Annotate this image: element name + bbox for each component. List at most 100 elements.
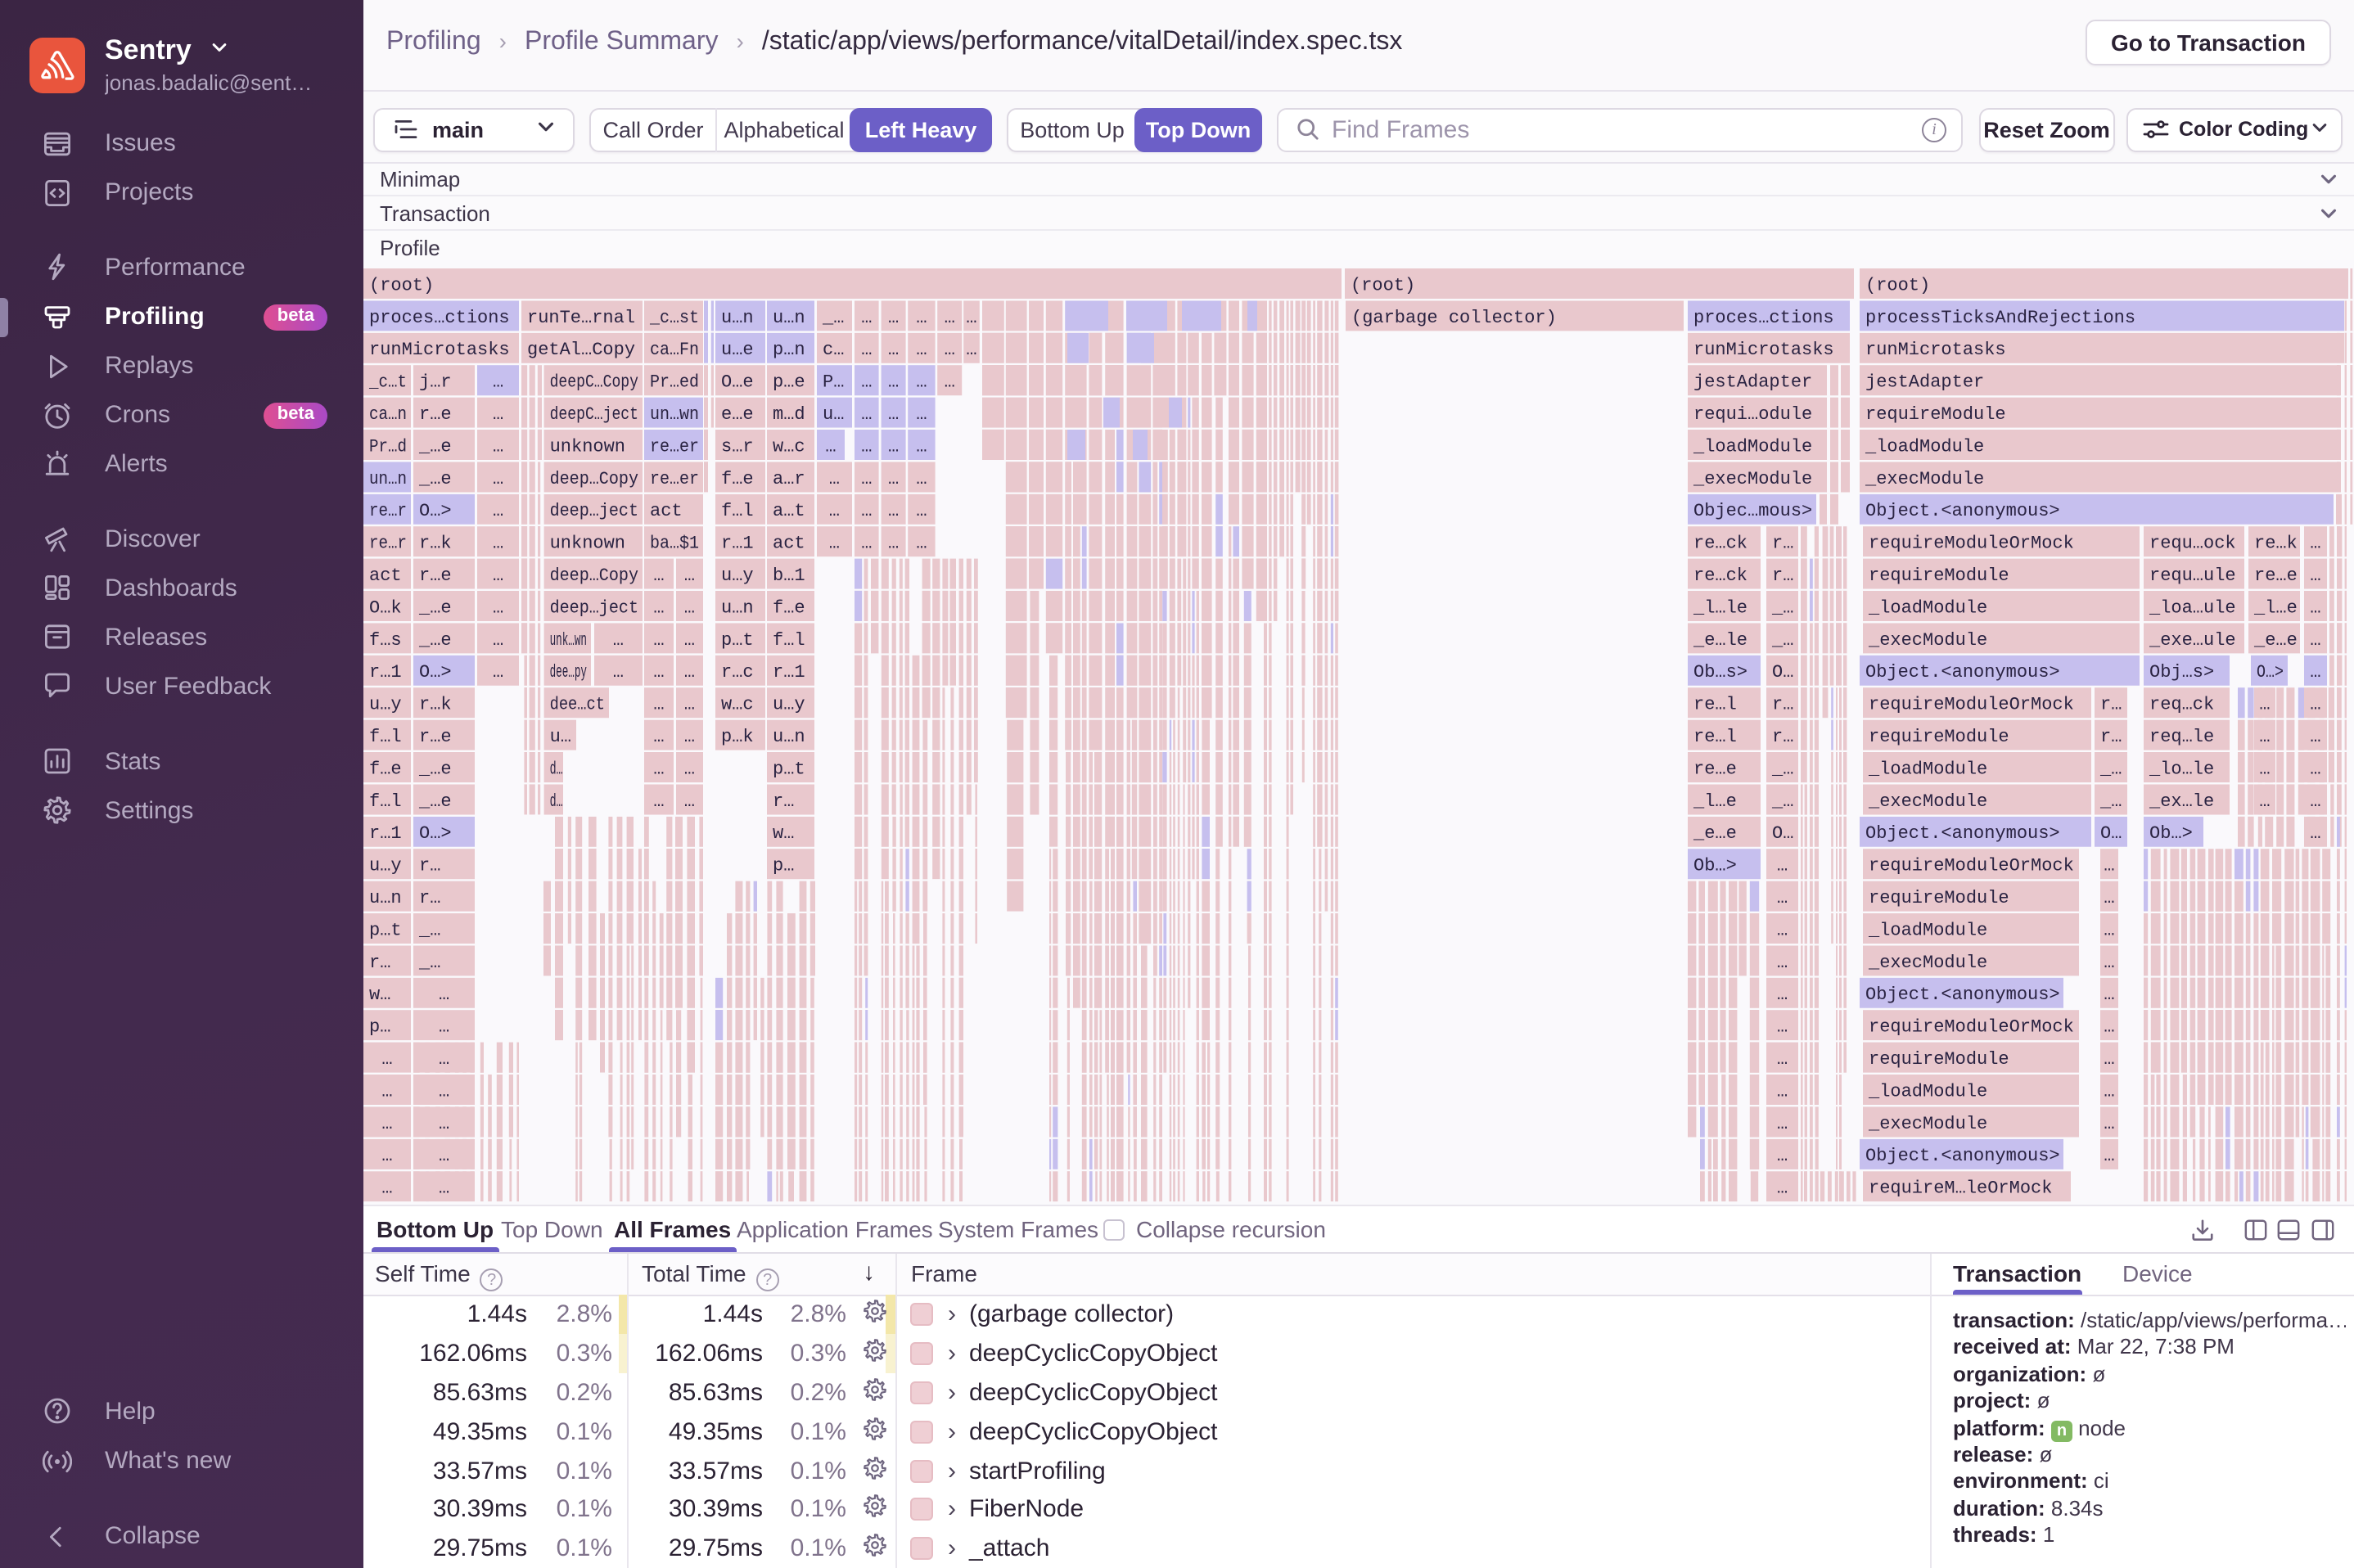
svg-text:p…: p…: [369, 1017, 390, 1038]
svg-text:un…n: un…n: [369, 469, 407, 489]
svg-text:…: …: [493, 597, 503, 618]
svg-text:r…e: r…e: [419, 727, 452, 747]
svg-text:…: …: [439, 1017, 449, 1038]
svg-text:r…c: r…c: [721, 662, 754, 683]
svg-text:re…er: re…er: [650, 436, 699, 457]
svg-text:…: …: [2259, 759, 2270, 779]
svg-text:…: …: [1777, 1049, 1788, 1070]
svg-text:…: …: [888, 534, 899, 554]
svg-text:_execModule: _execModule: [1868, 1114, 1987, 1134]
svg-text:…: …: [381, 1114, 392, 1134]
svg-text:re…r: re…r: [369, 501, 407, 521]
svg-text:…: …: [829, 501, 840, 521]
svg-text:f…l: f…l: [773, 630, 805, 651]
svg-text:…: …: [439, 1146, 449, 1166]
svg-text:runMicrotasks: runMicrotasks: [1865, 340, 2006, 360]
svg-text:requireModuleOrMock: requireModuleOrMock: [1869, 856, 2074, 876]
svg-text:_…e: _…e: [418, 759, 452, 779]
svg-text:r…: r…: [773, 791, 794, 812]
svg-text:j…r: j…r: [419, 372, 452, 393]
svg-text:…: …: [2310, 662, 2320, 683]
svg-text:O…e: O…e: [721, 372, 754, 393]
svg-text:requireModule: requireModule: [1869, 727, 2009, 747]
svg-text:u…y: u…y: [721, 565, 754, 586]
svg-text:deep…Copy: deep…Copy: [550, 565, 638, 586]
svg-text:…: …: [493, 630, 503, 651]
svg-text:Ob…>: Ob…>: [1693, 856, 1737, 876]
svg-text:_execModule: _execModule: [1868, 791, 1987, 812]
svg-text:_loadModule: _loadModule: [1865, 436, 1984, 457]
svg-text:_loadModule: _loadModule: [1693, 436, 1812, 457]
svg-text:r…k: r…k: [419, 534, 452, 554]
svg-text:…: …: [861, 436, 872, 457]
svg-text:…: …: [2104, 920, 2114, 940]
svg-text:processTicksAndRejections: processTicksAndRejections: [1865, 308, 2135, 328]
svg-text:d…: d…: [550, 759, 563, 779]
svg-text:c…: c…: [823, 340, 844, 360]
svg-text:r…1: r…1: [369, 823, 402, 844]
svg-text:r…k: r…k: [419, 695, 452, 715]
svg-text:ba…$1: ba…$1: [650, 534, 699, 554]
svg-text:_loa…ule: _loa…ule: [2149, 597, 2236, 618]
svg-text:Object.<anonymous>: Object.<anonymous>: [1865, 985, 2060, 1005]
svg-text:w…: w…: [369, 985, 390, 1005]
svg-text:Object.<anonymous>: Object.<anonymous>: [1865, 501, 2060, 521]
svg-text:…: …: [888, 340, 899, 360]
svg-text:f…e: f…e: [773, 597, 805, 618]
svg-text:…: …: [439, 1178, 449, 1199]
svg-text:w…c: w…c: [721, 695, 754, 715]
svg-text:…: …: [653, 695, 664, 715]
svg-text:_…: _…: [418, 920, 440, 940]
svg-text:p…t: p…t: [369, 920, 402, 940]
svg-text:…: …: [684, 759, 695, 779]
svg-text:_loadModule: _loadModule: [1868, 597, 1987, 618]
svg-text:_l…le: _l…le: [1693, 597, 1747, 618]
svg-text:u…: u…: [823, 404, 844, 425]
svg-text:…: …: [653, 662, 664, 683]
svg-text:…: …: [439, 1049, 449, 1070]
svg-text:_…e: _…e: [418, 436, 452, 457]
svg-text:…: …: [613, 662, 624, 683]
svg-text:…: …: [493, 565, 503, 586]
svg-text:…: …: [684, 695, 695, 715]
svg-text:_loadModule: _loadModule: [1868, 1081, 1987, 1102]
svg-text:requireM…leOrMock: requireM…leOrMock: [1869, 1178, 2052, 1199]
svg-text:…: …: [381, 1146, 392, 1166]
svg-text:…: …: [2259, 695, 2270, 715]
svg-text:ca…Fn: ca…Fn: [650, 340, 699, 360]
svg-text:…: …: [1777, 985, 1788, 1005]
svg-text:…: …: [653, 727, 664, 747]
svg-text:…: …: [684, 597, 695, 618]
svg-text:…: …: [2104, 1146, 2114, 1166]
svg-text:…: …: [493, 469, 503, 489]
svg-text:…: …: [916, 340, 927, 360]
svg-text:p…n: p…n: [773, 340, 805, 360]
svg-text:r…: r…: [1772, 534, 1793, 554]
svg-text:re…ck: re…ck: [1693, 565, 1747, 586]
svg-text:…: …: [2310, 791, 2320, 812]
svg-text:Object.<anonymous>: Object.<anonymous>: [1865, 662, 2060, 683]
svg-text:…: …: [1777, 953, 1788, 973]
svg-text:…: …: [2104, 1049, 2114, 1070]
svg-text:…: …: [829, 469, 840, 489]
svg-text:…: …: [1777, 1146, 1788, 1166]
svg-text:p…t: p…t: [773, 759, 805, 779]
svg-text:_loadModule: _loadModule: [1868, 920, 1987, 940]
svg-text:_…e: _…e: [418, 630, 452, 651]
svg-text:_…e: _…e: [418, 597, 452, 618]
svg-text:re…l: re…l: [1693, 695, 1737, 715]
svg-text:…: …: [861, 308, 872, 328]
svg-text:_…: _…: [1771, 759, 1793, 779]
svg-text:p…k: p…k: [721, 727, 754, 747]
svg-text:O…>: O…>: [2257, 662, 2284, 683]
svg-text:P…: P…: [823, 372, 844, 393]
svg-text:u…y: u…y: [369, 695, 402, 715]
svg-text:runMicrotasks: runMicrotasks: [1693, 340, 1834, 360]
svg-text:requireModuleOrMock: requireModuleOrMock: [1869, 695, 2074, 715]
svg-text:a…r: a…r: [773, 469, 805, 489]
svg-text:…: …: [2104, 1017, 2114, 1038]
svg-text:…: …: [861, 534, 872, 554]
svg-text:u…n: u…n: [721, 597, 754, 618]
svg-text:…: …: [493, 436, 503, 457]
svg-text:un…wn: un…wn: [650, 404, 699, 425]
